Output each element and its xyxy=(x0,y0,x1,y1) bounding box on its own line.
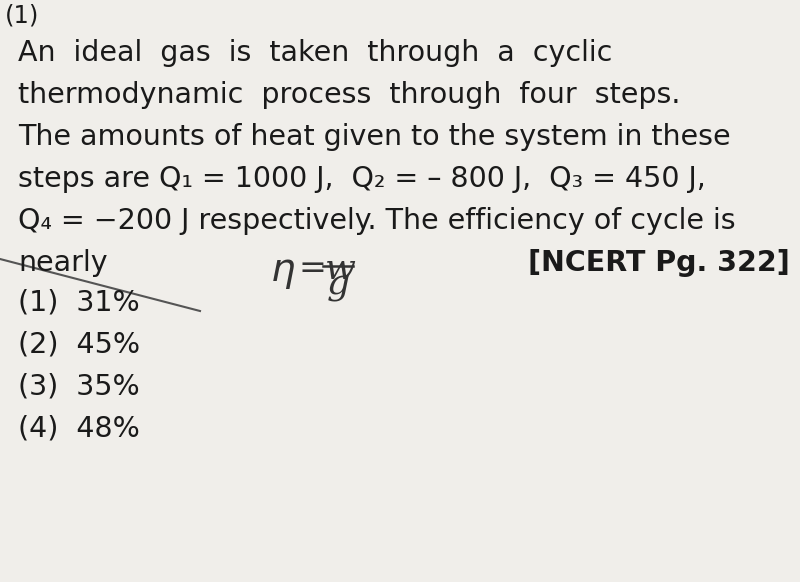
Text: thermodynamic  process  through  four  steps.: thermodynamic process through four steps… xyxy=(18,81,681,109)
Text: The amounts of heat given to the system in these: The amounts of heat given to the system … xyxy=(18,123,730,151)
Text: (4)  48%: (4) 48% xyxy=(18,415,140,443)
Text: nearly: nearly xyxy=(18,249,108,277)
Text: (2)  45%: (2) 45% xyxy=(18,331,140,359)
Text: An  ideal  gas  is  taken  through  a  cyclic: An ideal gas is taken through a cyclic xyxy=(18,39,612,67)
Text: g: g xyxy=(327,268,350,302)
Text: [NCERT Pg. 322]: [NCERT Pg. 322] xyxy=(528,249,790,277)
Text: w: w xyxy=(325,252,356,286)
Text: steps are Q₁ = 1000 J,  Q₂ = – 800 J,  Q₃ = 450 J,: steps are Q₁ = 1000 J, Q₂ = – 800 J, Q₃ … xyxy=(18,165,706,193)
Text: =: = xyxy=(298,252,326,285)
Text: Q₄ = −200 J respectively. The efficiency of cycle is: Q₄ = −200 J respectively. The efficiency… xyxy=(18,207,736,235)
Text: (3)  35%: (3) 35% xyxy=(18,373,140,401)
Text: $\eta$: $\eta$ xyxy=(270,254,295,291)
Text: (1)  31%: (1) 31% xyxy=(18,289,140,317)
Text: (1): (1) xyxy=(5,4,39,28)
